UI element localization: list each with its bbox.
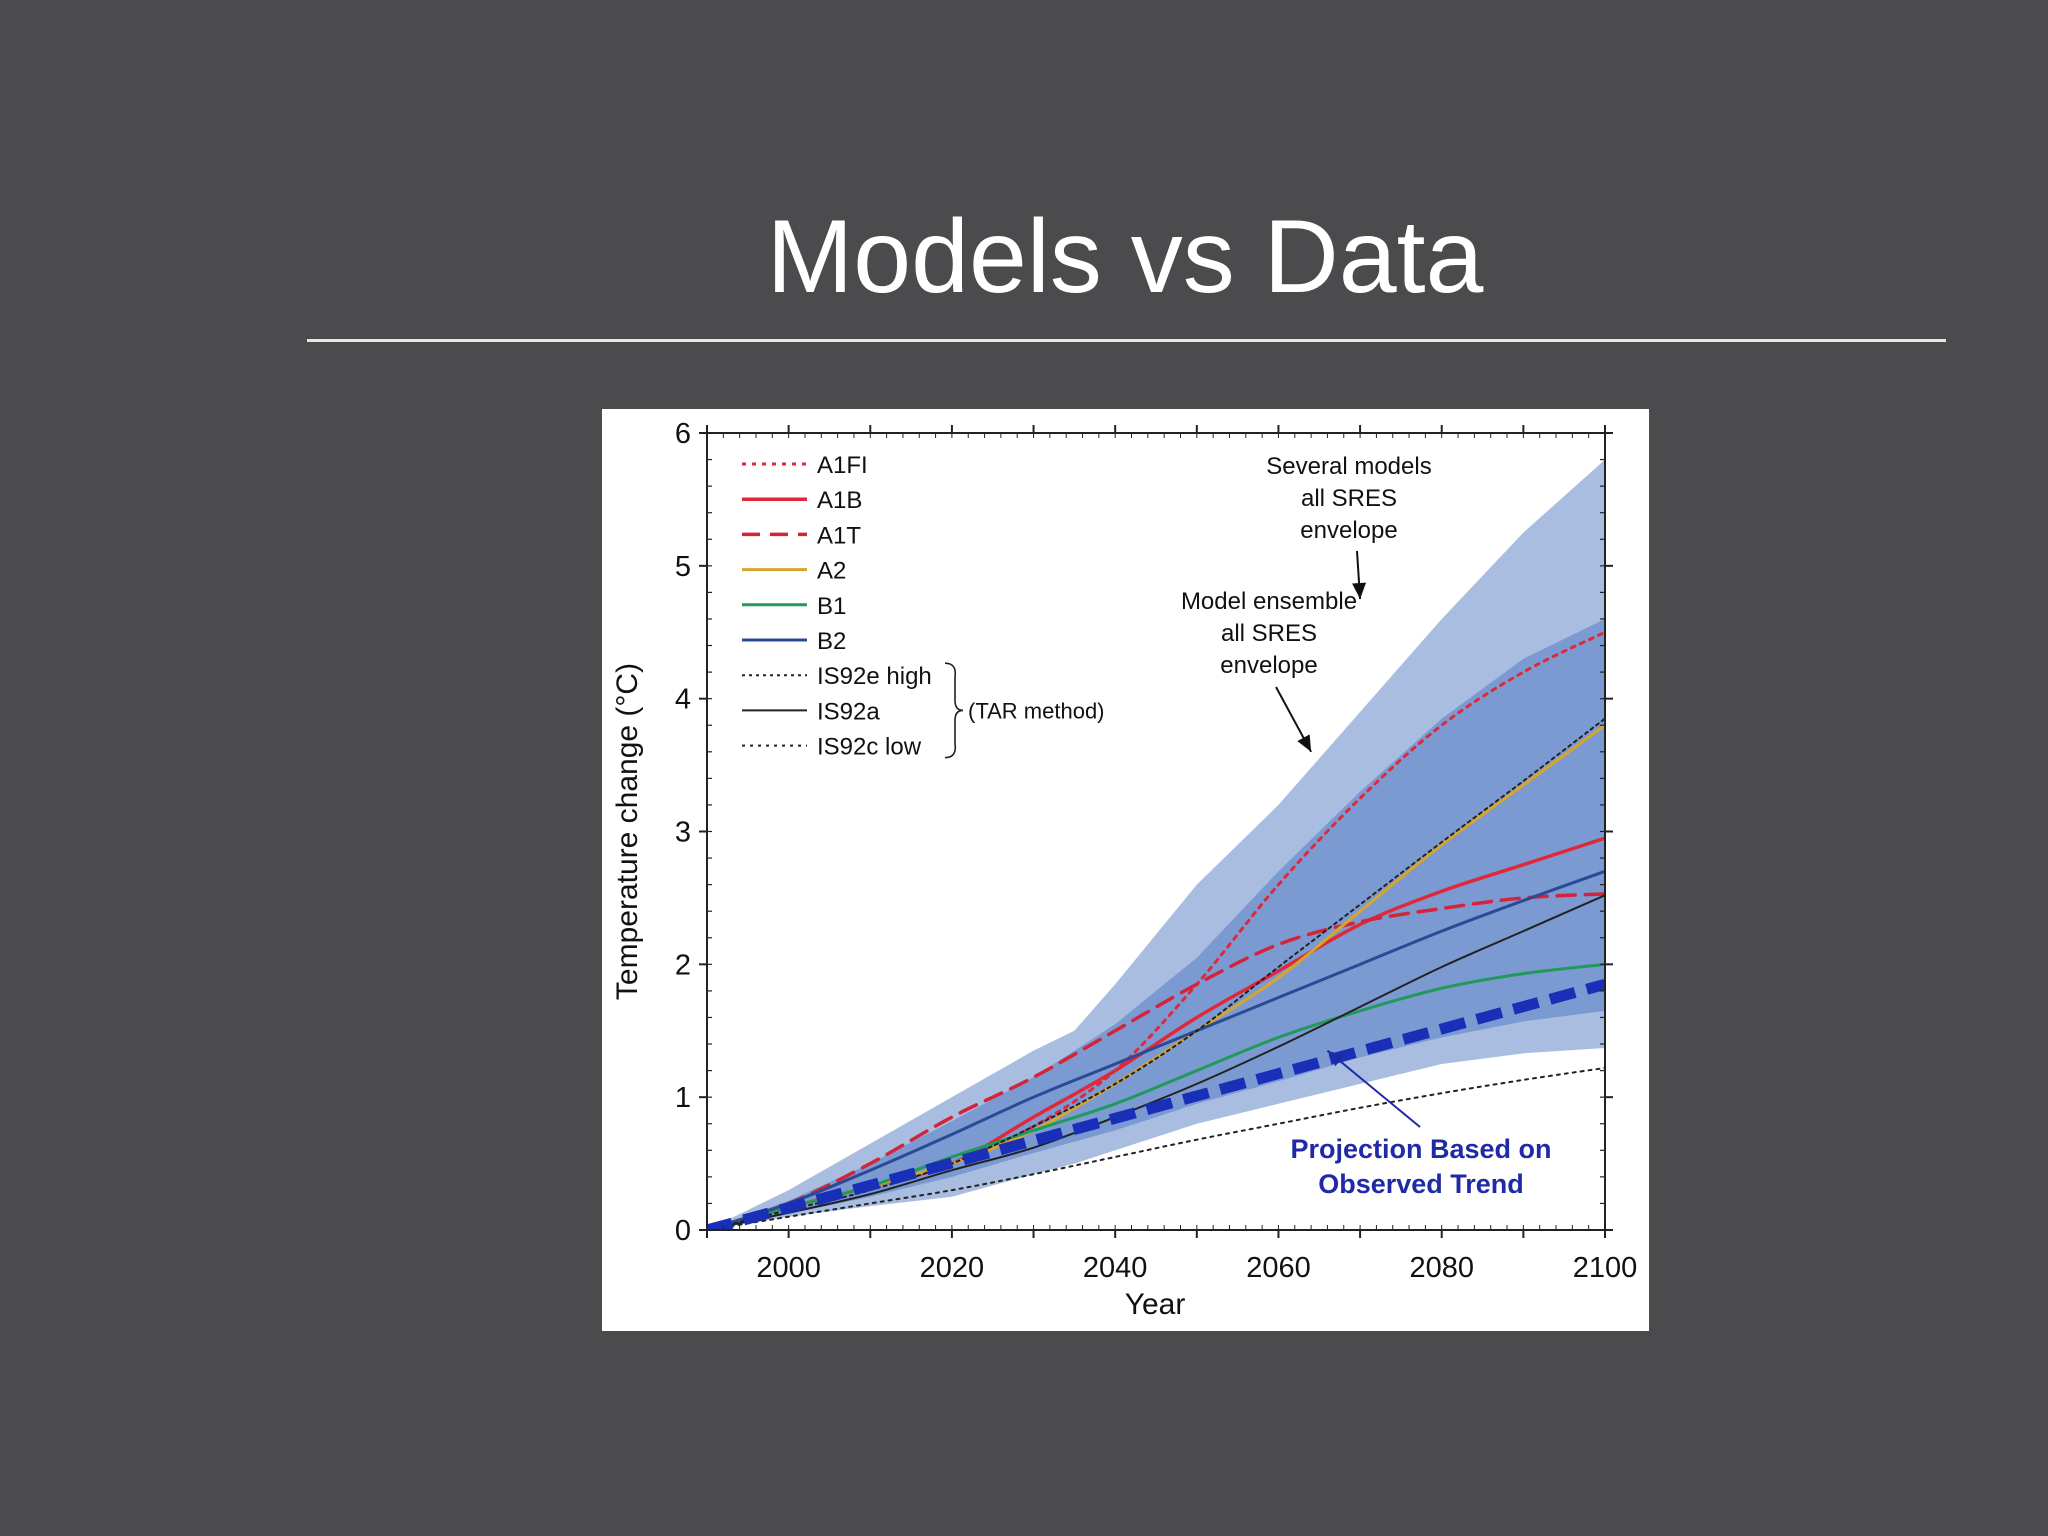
series-line-b2 xyxy=(707,869,1605,1230)
annotation-3-pointer xyxy=(1326,1049,1421,1128)
legend-label-b1: B1 xyxy=(817,593,846,620)
annotation-1-line: Several models xyxy=(1266,453,1431,480)
annotation-1-line: envelope xyxy=(1300,517,1397,544)
x-tick-label: 2100 xyxy=(1573,1252,1638,1284)
annotation-2-line: all SRES xyxy=(1221,620,1317,647)
annotation-1-line: all SRES xyxy=(1301,485,1397,512)
series-line-is92c-low xyxy=(707,1066,1605,1230)
annotation-1-arrowhead xyxy=(1352,582,1367,600)
y-tick-label: 0 xyxy=(675,1215,691,1247)
y-tick-label: 4 xyxy=(675,684,691,716)
legend-label-a2: A2 xyxy=(817,558,846,585)
annotation-2-line: envelope xyxy=(1220,652,1317,679)
annotation-3-line: Observed Trend xyxy=(1318,1169,1524,1199)
legend-label-b2: B2 xyxy=(817,628,846,655)
x-tick-label: 2060 xyxy=(1246,1252,1311,1284)
annotation-3-line: Projection Based on xyxy=(1290,1134,1551,1164)
legend-group-label: (TAR method) xyxy=(968,698,1105,723)
y-tick-label: 5 xyxy=(675,551,691,583)
y-axis-label: Temperature change (°C) xyxy=(611,663,644,1000)
slide-title: Models vs Data xyxy=(766,199,1484,315)
y-tick-label: 2 xyxy=(675,949,691,981)
legend-label-a1t: A1T xyxy=(817,522,861,549)
chart-figure: 0 1 2 3 4 5 6 2000 2020 2040 2060 2080 2100 Year Tempe… xyxy=(602,409,1649,1331)
y-tick-label: 3 xyxy=(675,817,691,849)
series-line-a1t xyxy=(707,892,1605,1230)
x-tick-label: 2000 xyxy=(756,1252,821,1284)
y-tick-label: 1 xyxy=(675,1082,691,1114)
title-divider xyxy=(307,339,1946,342)
annotation-2-arrowhead xyxy=(1297,734,1312,752)
series-line-projection-based-on-observed-trend xyxy=(707,978,1605,1230)
legend-label-is92a: IS92a xyxy=(817,698,880,725)
legend-label-is92c-low: IS92c low xyxy=(817,734,922,761)
x-axis-label: Year xyxy=(1125,1288,1186,1321)
annotation-2-line: Model ensemble xyxy=(1181,588,1357,615)
temperature-chart: 0 1 2 3 4 5 6 2000 2020 2040 2060 2080 2100 Year Tempe… xyxy=(611,418,1638,1321)
series-line-is92a xyxy=(707,894,1605,1230)
legend-label-a1fi: A1FI xyxy=(817,452,868,479)
legend-label-is92e-high: IS92e high xyxy=(817,663,932,690)
plot-area xyxy=(707,459,1605,1230)
legend-label-a1b: A1B xyxy=(817,487,862,514)
x-tick-label: 2080 xyxy=(1409,1252,1474,1284)
legend-brace xyxy=(944,662,964,759)
series-line-is92e-high xyxy=(707,717,1605,1230)
series-line-a1fi xyxy=(707,630,1605,1230)
x-tick-label: 2040 xyxy=(1083,1252,1148,1284)
x-tick-label: 2020 xyxy=(920,1252,985,1284)
annotation-3-arrowhead xyxy=(1327,1050,1345,1067)
y-tick-label: 6 xyxy=(675,418,691,450)
